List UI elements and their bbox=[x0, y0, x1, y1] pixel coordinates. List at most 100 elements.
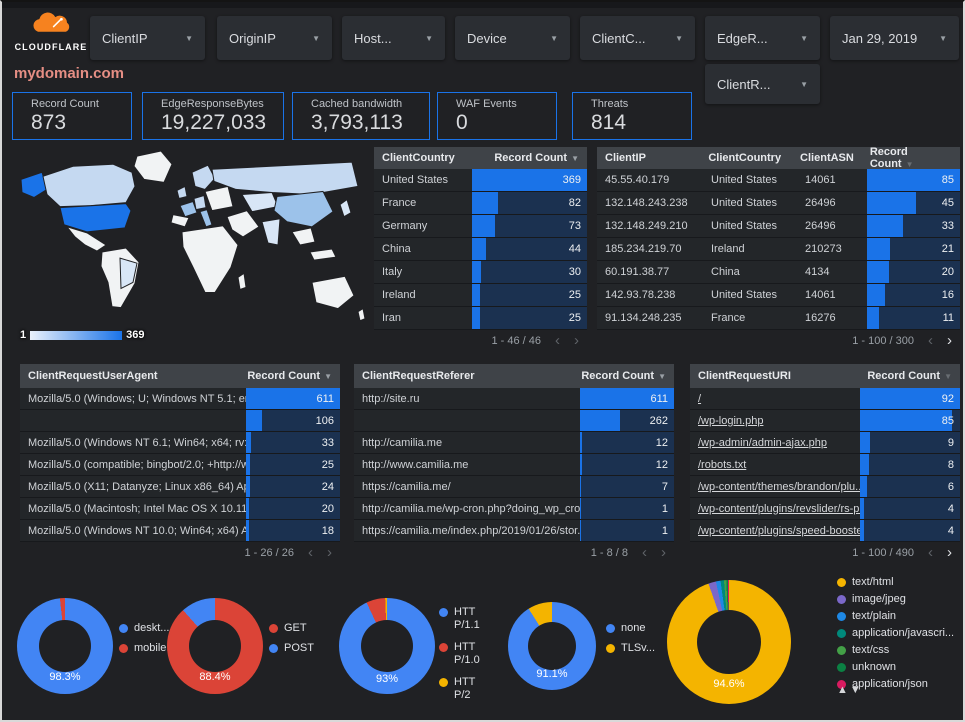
table-row[interactable]: Ireland 25 bbox=[374, 284, 587, 307]
uri-link[interactable]: /wp-admin/admin-ajax.php bbox=[698, 436, 828, 449]
legend-item[interactable]: text/html bbox=[837, 576, 959, 588]
next-page-button[interactable]: › bbox=[327, 544, 332, 561]
table-row[interactable]: https://camilia.me/index.php/2019/01/26/… bbox=[354, 520, 674, 542]
http-protocol-donut-chart[interactable]: 93% bbox=[339, 598, 435, 694]
table-row[interactable]: Germany 73 bbox=[374, 215, 587, 238]
filter-device[interactable]: Device ▼ bbox=[455, 16, 570, 60]
col-header-referer[interactable]: ClientRequestReferer bbox=[362, 370, 475, 382]
table-row[interactable]: 262 bbox=[354, 410, 674, 432]
filter-clientip[interactable]: ClientIP ▼ bbox=[90, 16, 205, 60]
table-row[interactable]: Mozilla/5.0 (Windows NT 6.1; Win64; x64;… bbox=[20, 432, 340, 454]
table-row[interactable]: /wp-content/plugins/revslider/rs-p... 4 bbox=[690, 498, 960, 520]
table-row[interactable]: Mozilla/5.0 (X11; Datanyze; Linux x86_64… bbox=[20, 476, 340, 498]
table-row[interactable]: 132.148.243.238 United States 26496 45 bbox=[597, 192, 960, 215]
filter-host[interactable]: Host... ▼ bbox=[342, 16, 445, 60]
table-row[interactable]: Iran 25 bbox=[374, 307, 587, 330]
table-row[interactable]: http://camilia.me/wp-cron.php?doing_wp_c… bbox=[354, 498, 674, 520]
next-page-button[interactable]: › bbox=[947, 332, 952, 349]
col-header-clientcountry[interactable]: ClientCountry bbox=[708, 152, 782, 164]
table-row[interactable]: / 92 bbox=[690, 388, 960, 410]
table-row[interactable]: 106 bbox=[20, 410, 340, 432]
table-row[interactable]: /wp-content/plugins/speed-booste... 4 bbox=[690, 520, 960, 542]
filter-clientrequest[interactable]: ClientR... ▼ bbox=[705, 64, 820, 104]
legend-item[interactable]: POST bbox=[269, 642, 317, 654]
next-page-button[interactable]: › bbox=[574, 332, 579, 349]
date-range-picker[interactable]: Jan 29, 2019 ▼ bbox=[830, 16, 959, 60]
col-header-clientcountry[interactable]: ClientCountry bbox=[382, 152, 455, 164]
col-header-useragent[interactable]: ClientRequestUserAgent bbox=[28, 370, 158, 382]
table-row[interactable]: http://camilia.me 12 bbox=[354, 432, 674, 454]
col-header-record-count[interactable]: Record Count ▼ bbox=[247, 370, 332, 382]
legend-item[interactable]: image/jpeg bbox=[837, 593, 959, 605]
legend-item[interactable]: HTTP/2 bbox=[439, 676, 485, 702]
table-row[interactable]: Mozilla/5.0 (compatible; bingbot/2.0; +h… bbox=[20, 454, 340, 476]
legend-item[interactable]: HTTP/1.0 bbox=[439, 641, 485, 667]
table-row[interactable]: /wp-admin/admin-ajax.php 9 bbox=[690, 432, 960, 454]
prev-page-button[interactable]: ‹ bbox=[928, 332, 933, 349]
col-header-uri[interactable]: ClientRequestURI bbox=[698, 370, 791, 382]
table-row[interactable]: 60.191.38.77 China 4134 20 bbox=[597, 261, 960, 284]
col-header-clientasn[interactable]: ClientASN bbox=[800, 152, 854, 164]
legend-item[interactable]: text/plain bbox=[837, 610, 959, 622]
legend-item[interactable]: GET bbox=[269, 622, 317, 634]
scroll-up-icon[interactable]: ▲ bbox=[837, 684, 850, 696]
table-row[interactable]: 132.148.249.210 United States 26496 33 bbox=[597, 215, 960, 238]
legend-item[interactable]: application/json bbox=[837, 678, 959, 690]
col-header-record-count[interactable]: Record Count ▼ bbox=[867, 370, 952, 382]
uri-link[interactable]: /wp-login.php bbox=[698, 414, 764, 427]
next-page-button[interactable]: › bbox=[947, 544, 952, 561]
table-row[interactable]: France 82 bbox=[374, 192, 587, 215]
device-donut-chart[interactable]: 98.3% bbox=[17, 598, 113, 694]
filter-clientcountry[interactable]: ClientC... ▼ bbox=[580, 16, 695, 60]
content-type-donut-chart[interactable]: 94.6% bbox=[667, 580, 791, 704]
legend-item[interactable]: HTTP/1.1 bbox=[439, 606, 485, 632]
table-row[interactable]: Italy 30 bbox=[374, 261, 587, 284]
prev-page-button[interactable]: ‹ bbox=[308, 544, 313, 561]
table-row[interactable]: /wp-content/themes/brandon/plu... 6 bbox=[690, 476, 960, 498]
legend-scroll-arrows[interactable]: ▲▼ bbox=[837, 684, 863, 696]
legend-item[interactable]: text/css bbox=[837, 644, 959, 656]
col-header-record-count[interactable]: Record Count ▼ bbox=[869, 146, 914, 170]
col-header-record-count[interactable]: Record Count ▼ bbox=[494, 152, 579, 164]
col-header-clientip[interactable]: ClientIP bbox=[605, 152, 646, 164]
referer-cell: http://site.ru bbox=[362, 392, 420, 405]
legend-item[interactable]: application/javascri... bbox=[837, 627, 959, 639]
table-row[interactable]: https://camilia.me/ 7 bbox=[354, 476, 674, 498]
table-row[interactable]: /robots.txt 8 bbox=[690, 454, 960, 476]
table-row[interactable]: 45.55.40.179 United States 14061 85 bbox=[597, 169, 960, 192]
table-row[interactable]: 142.93.78.238 United States 14061 16 bbox=[597, 284, 960, 307]
scroll-down-icon[interactable]: ▼ bbox=[849, 684, 863, 696]
table-row[interactable]: http://www.camilia.me 12 bbox=[354, 454, 674, 476]
uri-link[interactable]: / bbox=[698, 392, 702, 405]
legend-item[interactable]: deskt... bbox=[119, 622, 169, 634]
table-row[interactable]: Mozilla/5.0 (Windows; U; Windows NT 5.1;… bbox=[20, 388, 340, 410]
ip-cell: 91.134.248.235 bbox=[605, 312, 682, 324]
table-row[interactable]: China 44 bbox=[374, 238, 587, 261]
request-method-donut-chart[interactable]: 88.4% bbox=[167, 598, 263, 694]
count-bar bbox=[867, 215, 904, 237]
table-row[interactable]: Mozilla/5.0 (Macintosh; Intel Mac OS X 1… bbox=[20, 498, 340, 520]
filter-originip[interactable]: OriginIP ▼ bbox=[217, 16, 332, 60]
uri-link[interactable]: /wp-content/plugins/revslider/rs-p... bbox=[698, 502, 860, 515]
legend-item[interactable]: unknown bbox=[837, 661, 959, 673]
filter-edgeresponse[interactable]: EdgeR... ▼ bbox=[705, 16, 820, 60]
col-header-record-count[interactable]: Record Count ▼ bbox=[581, 370, 666, 382]
prev-page-button[interactable]: ‹ bbox=[642, 544, 647, 561]
table-row[interactable]: /wp-login.php 85 bbox=[690, 410, 960, 432]
table-row[interactable]: http://site.ru 611 bbox=[354, 388, 674, 410]
table-row[interactable]: 185.234.219.70 Ireland 210273 21 bbox=[597, 238, 960, 261]
uri-link[interactable]: /wp-content/themes/brandon/plu... bbox=[698, 480, 860, 493]
prev-page-button[interactable]: ‹ bbox=[555, 332, 560, 349]
legend-item[interactable]: none bbox=[606, 622, 658, 634]
legend-item[interactable]: mobile bbox=[119, 642, 167, 654]
legend-item[interactable]: TLSv... bbox=[606, 642, 658, 654]
table-row[interactable]: 91.134.248.235 France 16276 11 bbox=[597, 307, 960, 330]
uri-link[interactable]: /robots.txt bbox=[698, 458, 747, 471]
next-page-button[interactable]: › bbox=[661, 544, 666, 561]
uri-link[interactable]: /wp-content/plugins/speed-booste... bbox=[698, 524, 860, 537]
prev-page-button[interactable]: ‹ bbox=[928, 544, 933, 561]
geo-map[interactable]: 1 369 bbox=[12, 145, 372, 347]
tls-version-donut-chart[interactable]: 91.1% bbox=[508, 602, 596, 690]
table-row[interactable]: United States 369 bbox=[374, 169, 587, 192]
table-row[interactable]: Mozilla/5.0 (Windows NT 10.0; Win64; x64… bbox=[20, 520, 340, 542]
